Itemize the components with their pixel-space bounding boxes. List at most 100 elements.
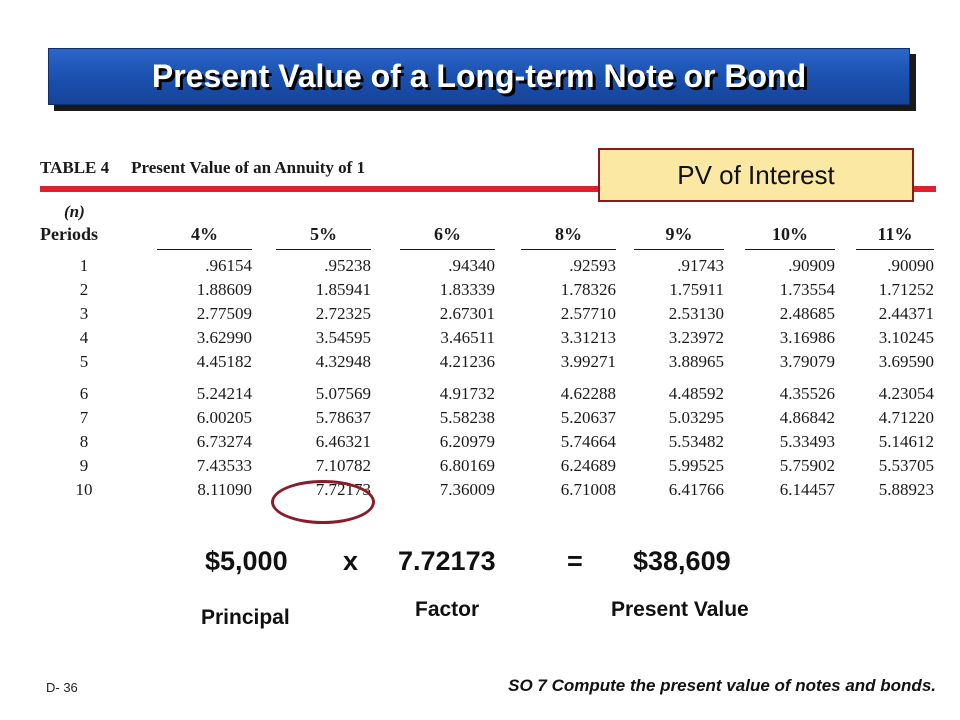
table-caption-title: Present Value of an Annuity of 1 [131,158,366,177]
table-row: 2 1.88609 1.85941 1.83339 1.78326 1.75911 1.73… [0,280,960,302]
title-banner: Present Value of a Long-term Note or Bon… [48,48,910,105]
factor-cell: 2.77509 [196,304,252,323]
factor-cell: 2.48685 [779,304,835,323]
callout-text: PV of Interest [677,159,835,190]
factor-cell: 3.62990 [196,328,252,347]
factor-cell: 1.85941 [315,280,371,299]
factor-cell: .95238 [324,256,371,275]
factor-cell: 7.43533 [196,456,252,475]
table-row: 6 5.24214 5.07569 4.91732 4.62288 4.48592 4.35… [0,384,960,406]
factor-cell: 3.16986 [779,328,835,347]
period-cell: 5 [79,352,89,371]
factor-cell: 4.23054 [878,384,934,403]
slide-title: Present Value of a Long-term Note or Bon… [151,58,807,94]
factor-cell: 3.79079 [779,352,835,371]
table-row: 10 8.11090 7.72173 7.36009 6.71008 6.41766 6.1… [0,480,960,502]
factor-cell: 5.07569 [315,384,371,403]
factor-cell: 5.53705 [878,456,934,475]
principal-label: Principal [201,606,290,629]
factor-cell: 5.14612 [878,432,934,451]
present-value-label: Present Value [611,598,749,621]
study-objective: SO 7 Compute the present value of notes … [508,676,936,695]
periods-header: Periods [40,224,98,244]
factor-cell: 4.71220 [878,408,934,427]
factor-cell: 5.33493 [779,432,835,451]
factor-cell: 5.99525 [668,456,724,475]
factor-cell: 4.35526 [779,384,835,403]
factor-cell: 5.74664 [560,432,616,451]
principal-amount: $5,000 [205,546,288,576]
factor-cell: 2.53130 [668,304,724,323]
factor-cell: 4.21236 [439,352,495,371]
factor-cell: 6.71008 [560,480,616,499]
factor-cell: .90909 [788,256,835,275]
factor-cell: .94340 [448,256,495,275]
period-cell: 10 [75,480,93,499]
factor-cell: 4.48592 [668,384,724,403]
table-header-row: Periods 4% 5% 6% 8% 9% 10% 11% [0,224,960,250]
table-row: 8 6.73274 6.46321 6.20979 5.74664 5.53482 5.33… [0,432,960,454]
factor-cell: 5.20637 [560,408,616,427]
factor-cell: 2.57710 [560,304,616,323]
table-row: 1 .96154 .95238 .94340 .92593 .91743 .90909 .90… [0,256,960,278]
factor-cell: 2.44371 [878,304,934,323]
rate-header: 11% [856,224,934,250]
factor-cell: 8.11090 [197,480,252,499]
factor-cell: 3.46511 [440,328,495,347]
factor-cell: 1.88609 [196,280,252,299]
factor-value: 7.72173 [398,546,496,576]
rate-header: 6% [400,224,495,250]
table-row: 4 3.62990 3.54595 3.46511 3.31213 3.23972 3.16… [0,328,960,350]
present-value-result: $38,609 [633,546,731,576]
factor-cell: 3.69590 [878,352,934,371]
factor-cell: 6.80169 [439,456,495,475]
table-row: 7 6.00205 5.78637 5.58238 5.20637 5.03295 4.86… [0,408,960,430]
factor-cell: 3.54595 [315,328,371,347]
period-cell: 4 [79,328,89,347]
period-cell: 1 [79,256,89,275]
factor-cell: 2.72325 [315,304,371,323]
factor-cell: 5.24214 [196,384,252,403]
factor-cell: 3.10245 [878,328,934,347]
period-cell: 7 [79,408,89,427]
table-row: 3 2.77509 2.72325 2.67301 2.57710 2.53130 2.48… [0,304,960,326]
period-cell: 6 [79,384,89,403]
table-row: 5 4.45182 4.32948 4.21236 3.99271 3.88965 3.79… [0,352,960,374]
factor-cell: .91743 [677,256,724,275]
factor-cell: 7.10782 [315,456,371,475]
rate-header: 5% [276,224,371,250]
factor-cell: 1.78326 [560,280,616,299]
factor-cell: 6.46321 [315,432,371,451]
factor-cell: 7.36009 [439,480,495,499]
factor-cell: 6.73274 [196,432,252,451]
rate-header: 4% [157,224,252,250]
factor-cell: 1.73554 [779,280,835,299]
factor-cell: 1.71252 [878,280,934,299]
factor-cell: 3.31213 [560,328,616,347]
factor-cell: 2.67301 [439,304,495,323]
factor-cell: 1.83339 [439,280,495,299]
factor-label: Factor [415,598,480,621]
table-row: 9 7.43533 7.10782 6.80169 6.24689 5.99525 5.75… [0,456,960,478]
factor-cell: 6.41766 [668,480,724,499]
factor-cell: 5.58238 [439,408,495,427]
equals-operator: = [567,546,583,576]
table-caption-number: TABLE 4 [40,158,110,177]
factor-cell: 4.32948 [315,352,371,371]
factor-cell: 4.62288 [560,384,616,403]
factor-cell: 5.88923 [878,480,934,499]
table-caption: TABLE 4 Present Value of an Annuity of 1 [40,158,365,178]
rate-header: 10% [745,224,835,250]
slide-number: D- 36 [46,680,78,695]
factor-cell: 5.78637 [315,408,371,427]
period-cell: 2 [79,280,89,299]
highlight-circle [271,480,375,524]
factor-cell: 4.86842 [779,408,835,427]
factor-cell: 6.00205 [196,408,252,427]
factor-cell: 5.75902 [779,456,835,475]
factor-cell: 6.24689 [560,456,616,475]
factor-cell: 3.88965 [668,352,724,371]
multiply-operator: x [343,546,359,576]
factor-cell: 5.03295 [668,408,724,427]
factor-cell: 6.14457 [779,480,835,499]
